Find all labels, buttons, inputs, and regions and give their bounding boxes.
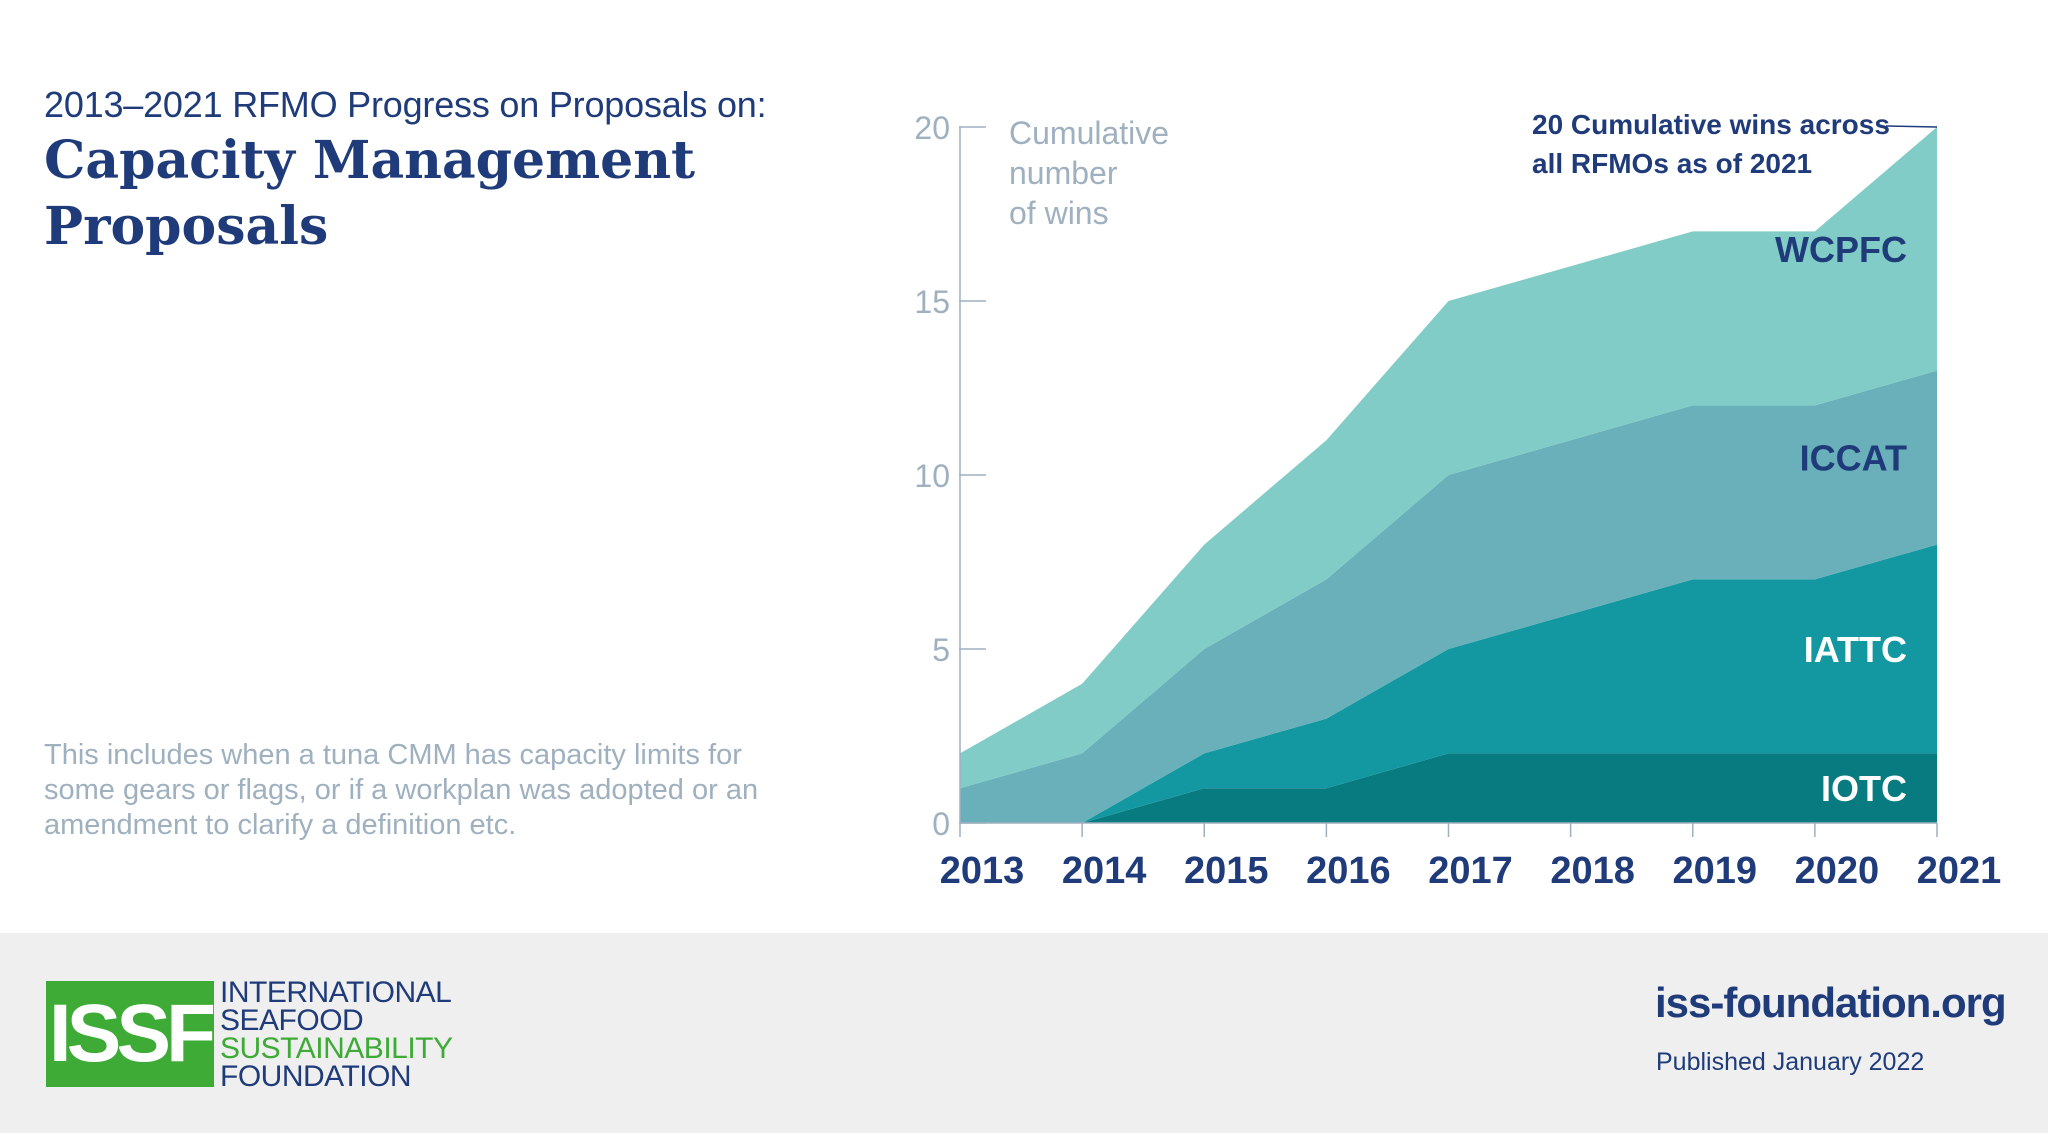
area-wcpfc xyxy=(960,127,1937,789)
area-iccat xyxy=(960,370,1937,823)
logo-wordmark: INTERNATIONAL SEAFOOD SUSTAINABILITY FOU… xyxy=(220,976,453,1093)
series-label-wcpfc: WCPFC xyxy=(1775,229,1907,270)
logo-line-foundation: FOUNDATION xyxy=(220,1060,412,1093)
annotation-text-line: 20 Cumulative wins across xyxy=(1532,109,1890,140)
y-tick-label: 0 xyxy=(932,806,950,842)
x-tick-label: 2021 xyxy=(1917,850,2002,892)
series-label-iccat: ICCAT xyxy=(1800,438,1907,479)
x-tick-label: 2016 xyxy=(1306,850,1391,892)
x-tick-label: 2019 xyxy=(1672,850,1757,892)
y-axis-title-line: of wins xyxy=(1009,195,1109,231)
annotation-text-line: all RFMOs as of 2021 xyxy=(1532,148,1812,179)
issf-logo[interactable]: ISSF xyxy=(46,981,216,1087)
y-tick-label: 20 xyxy=(914,110,950,146)
logo-line-sustainability: SUSTAINABILITY xyxy=(220,1032,453,1065)
x-tick-label: 2018 xyxy=(1550,850,1635,892)
area-iotc xyxy=(960,753,1937,823)
footer: ISSF INTERNATIONAL SEAFOOD SUSTAINABILIT… xyxy=(0,933,2048,1133)
series-label-iattc: IATTC xyxy=(1804,629,1907,670)
annotation-leader-line xyxy=(1885,125,1938,128)
published-date: Published January 2022 xyxy=(1656,1048,1925,1076)
logo-line-seafood: SEAFOOD xyxy=(220,1004,364,1037)
logo-line-international: INTERNATIONAL xyxy=(220,976,452,1009)
y-axis-title-line: Cumulative xyxy=(1009,115,1169,151)
x-tick-label: 2020 xyxy=(1795,850,1880,892)
x-tick-label: 2013 xyxy=(940,850,1025,892)
y-tick-label: 10 xyxy=(914,458,950,494)
y-tick-label: 15 xyxy=(914,284,950,320)
y-axis-title-line: number xyxy=(1009,155,1118,191)
x-tick-label: 2014 xyxy=(1062,850,1147,892)
x-tick-label: 2015 xyxy=(1184,850,1269,892)
chart-subtitle: 2013–2021 RFMO Progress on Proposals on: xyxy=(44,84,767,125)
chart-note: This includes when a tuna CMM has capaci… xyxy=(44,739,759,841)
series-label-iotc: IOTC xyxy=(1821,768,1907,809)
chart-title: Capacity Management Proposals xyxy=(44,130,696,257)
stacked-area-chart: IOTC IATTC ICCAT WCPFC 0 5 10 15 20 2013 2014 2015 2… xyxy=(914,109,2002,892)
logo-mark: ISSF xyxy=(48,988,216,1079)
website-link[interactable]: iss-foundation.org xyxy=(1655,979,2007,1026)
y-tick-label: 5 xyxy=(932,632,950,668)
x-tick-label: 2017 xyxy=(1428,850,1513,892)
